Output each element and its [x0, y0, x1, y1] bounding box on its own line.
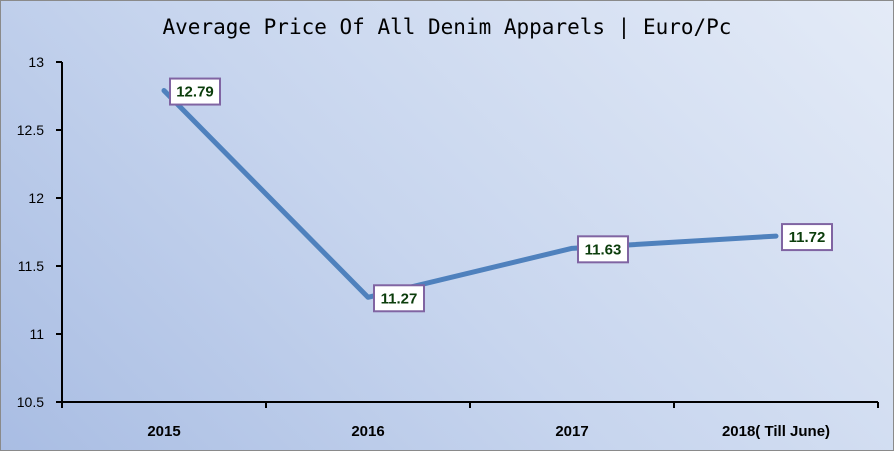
- data-label: 11.72: [781, 223, 833, 252]
- axes: 13 12.5 12 11.5 11 10.5 2015 2016 2017 2018( Till…: [17, 54, 879, 440]
- x-tick-label: 2017: [555, 423, 588, 440]
- data-labels: 12.79 11.27 11.63 11.72: [169, 77, 833, 313]
- data-label-text: 11.72: [789, 229, 826, 246]
- y-tick-label: 11.5: [18, 258, 44, 274]
- data-label: 12.79: [169, 77, 221, 106]
- series-layer: [161, 88, 779, 300]
- chart-title: Average Price Of All Denim Apparels | Eu…: [163, 15, 732, 40]
- data-label: 11.63: [577, 235, 629, 264]
- data-label: 11.27: [373, 284, 425, 313]
- data-label-text: 11.27: [381, 290, 418, 307]
- series-line: [161, 88, 779, 300]
- data-label-text: 11.63: [585, 241, 622, 258]
- y-tick-label: 10.5: [17, 394, 44, 410]
- y-tick-label: 13: [28, 54, 44, 70]
- x-tick-label: 2018( Till June): [722, 423, 830, 440]
- x-tick-label: 2016: [351, 423, 384, 440]
- y-tick-label: 12: [28, 190, 44, 206]
- data-label-text: 12.79: [176, 84, 214, 101]
- y-tick-label: 11: [29, 326, 44, 342]
- data-label-box: [169, 77, 221, 106]
- y-tick-label: 12.5: [17, 122, 44, 138]
- data-label-box: [577, 235, 629, 264]
- data-label-box: [781, 223, 833, 252]
- x-tick-label: 2015: [147, 423, 180, 440]
- data-label-box: [373, 284, 425, 313]
